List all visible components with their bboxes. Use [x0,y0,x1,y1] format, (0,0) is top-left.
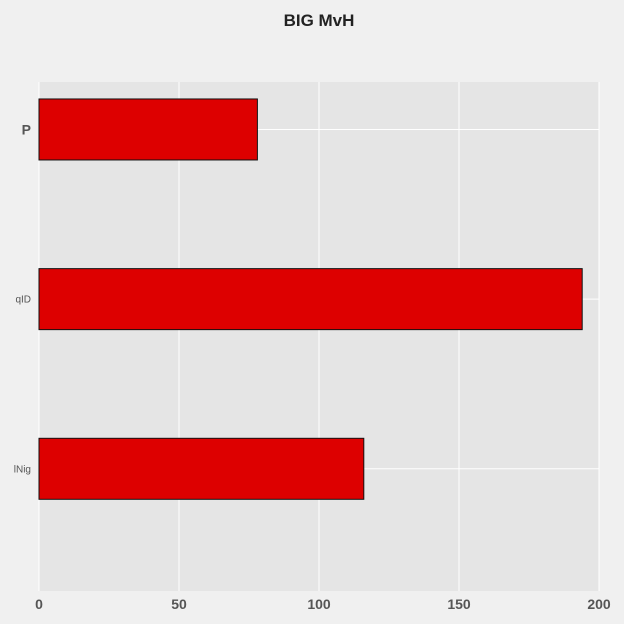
bar-lnig [38,437,365,500]
y-tick-label: P [22,121,31,137]
bars [38,98,583,500]
bar-qid [38,268,583,331]
x-axis: 0 50 100 150 200 [35,596,611,612]
x-tick-label: 0 [35,596,43,612]
bar-p [38,98,258,161]
x-tick-label: 200 [587,596,611,612]
x-tick-label: 100 [307,596,331,612]
chart-title: BIG MvH [284,11,355,30]
y-tick-label: lNig [14,464,31,475]
x-tick-label: 50 [171,596,187,612]
x-tick-label: 150 [447,596,471,612]
y-tick-label: qID [15,295,31,306]
